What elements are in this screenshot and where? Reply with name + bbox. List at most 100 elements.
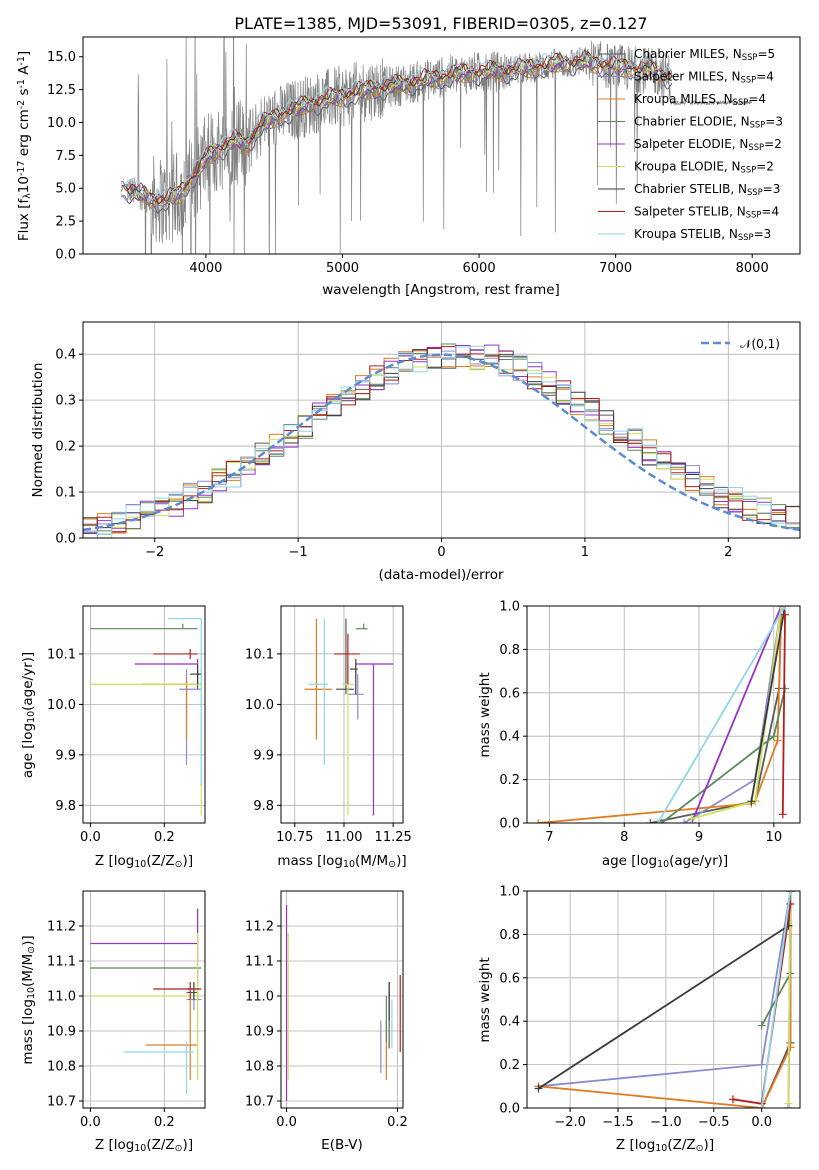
label-fragment: )] — [396, 853, 407, 869]
model-spectrum — [120, 58, 673, 206]
mass-ebv-ytick-label: 11.2 — [245, 920, 274, 935]
label-fragment: 10 — [343, 859, 355, 870]
label-fragment: SSP — [748, 142, 764, 152]
label-fragment: =4 — [756, 70, 774, 84]
mass-ebv-xtick-label: 0.2 — [387, 1115, 408, 1130]
legend-label: Chabrier MILES, NSSP=5 — [634, 47, 775, 62]
weight-age-frame — [526, 605, 801, 824]
label-fragment: )] — [183, 853, 194, 869]
mass-weight-marker — [769, 732, 778, 741]
weight-age-ytick-label: 1.0 — [499, 600, 520, 615]
label-fragment: λ — [22, 193, 33, 199]
mass-ebv-panel: 0.0 0.2 10.7 10.8 10.9 11.0 11.1 11.2 — [245, 890, 408, 1130]
age-z-xtick-label: 0.0 — [80, 830, 101, 845]
age-z-ytick-label: 10.0 — [47, 698, 76, 713]
weight-z-ytick-label: 0.8 — [499, 928, 520, 943]
residuals-ytick-label: 0.0 — [55, 532, 76, 547]
mass-weight-marker — [777, 606, 786, 610]
label-fragment: 10 — [26, 711, 37, 723]
label-fragment: )] — [704, 1137, 715, 1153]
model-spectrum — [120, 59, 673, 212]
residuals-xtick-label: −2 — [145, 545, 164, 560]
residuals-ytick-label: 0.2 — [55, 440, 76, 455]
label-fragment: Salpeter STELIB, N — [634, 205, 746, 219]
spectrum-xlabel: wavelength [Angstrom, rest frame] — [322, 282, 560, 298]
mass-z-xtick-label: 0.0 — [80, 1115, 101, 1130]
age-mass-xtick-label: 11.25 — [375, 830, 412, 845]
label-fragment: erg cm — [16, 109, 32, 160]
age-mass-content — [304, 618, 394, 816]
spectrum-ytick-label: 15.0 — [47, 50, 76, 65]
age-mass-xlabel: mass [log10(M/M⊙)] — [277, 853, 406, 870]
weight-age-panel: 7 8 9 10 0.0 0.2 0.4 0.6 0.8 1.0 — [499, 600, 801, 845]
legend-label: Kroupa STELIB, NSSP=3 — [634, 227, 771, 242]
legend-label: Chabrier ELODIE, NSSP=3 — [634, 115, 783, 130]
weight-age-ytick-label: 0.6 — [499, 686, 520, 701]
mass-weight-marker — [781, 606, 790, 610]
weight-age-xtick-label: 9 — [695, 830, 703, 845]
label-fragment: Z [log — [616, 1137, 655, 1153]
age-mass-xtick-label: 11.00 — [325, 830, 362, 845]
mass-weight-marker — [778, 810, 787, 819]
weight-z-xtick-label: 0.0 — [751, 1115, 772, 1130]
mass-weight-line — [781, 614, 786, 815]
label-fragment: ] — [16, 51, 32, 56]
label-fragment: )] — [20, 935, 36, 946]
residuals-xtick-label: −1 — [289, 545, 308, 560]
spectrum-ytick-label: 12.5 — [47, 83, 76, 98]
mass-weight-marker — [781, 610, 790, 619]
weight-z-ytick-label: 0.2 — [499, 1058, 520, 1073]
mass-ebv-ytick-label: 10.8 — [245, 1060, 274, 1075]
spectrum-ytick-label: 7.5 — [55, 149, 76, 164]
spectrum-ytick-label: 5.0 — [55, 182, 76, 197]
mass-z-ylabel: mass [log10(M/M⊙)] — [20, 935, 37, 1064]
mass-weight-line — [787, 891, 792, 1104]
age-mass-ytick-label: 10.0 — [245, 698, 274, 713]
weight-age-xlabel: age [log10(age/yr)] — [602, 853, 728, 870]
weight-z-ytick-label: 0.4 — [499, 1015, 520, 1030]
age-mass-ytick-label: 9.8 — [253, 799, 274, 814]
label-fragment: Kroupa STELIB, N — [634, 227, 738, 241]
residuals-frame — [82, 321, 801, 539]
label-fragment: SSP — [747, 187, 763, 197]
label-fragment: -17 — [16, 161, 27, 176]
label-fragment: ⊙ — [388, 859, 396, 870]
age-mass-ytick-label: 10.1 — [245, 647, 274, 662]
label-fragment: SSP — [746, 209, 762, 219]
age-z-ytick-label: 10.1 — [47, 647, 76, 662]
label-fragment: SSP — [738, 232, 754, 242]
mass-weight-line — [760, 891, 792, 1108]
label-fragment: 10 — [134, 859, 146, 870]
residuals-ytick-label: 0.1 — [55, 486, 76, 501]
spectrum-xtick-label: 8000 — [736, 261, 769, 276]
weight-age-ytick-label: 0.8 — [499, 643, 520, 658]
age-z-xtick-label: 0.2 — [154, 830, 175, 845]
residuals-legend: 𝒩(0,1) — [701, 337, 780, 351]
spectrum-ytick-label: 2.5 — [55, 215, 76, 230]
label-fragment: =3 — [763, 182, 781, 196]
label-fragment: Chabrier ELODIE, N — [634, 115, 750, 129]
label-fragment: SSP — [741, 164, 757, 174]
label-fragment: SSP — [742, 52, 758, 62]
residuals-xtick-label: 1 — [581, 545, 589, 560]
weight-age-ytick-label: 0.4 — [499, 730, 520, 745]
label-fragment: Kroupa MILES, N — [634, 92, 733, 106]
residuals-panel: −2 −1 0 1 2 0.0 0.1 0.2 0.3 0.4 𝒩(0,1) — [55, 321, 801, 560]
mass-z-ytick-label: 11.2 — [47, 920, 76, 935]
legend-label: Salpeter ELODIE, NSSP=2 — [634, 137, 782, 152]
label-fragment: SSP — [750, 119, 766, 129]
label-fragment: age [log — [602, 853, 657, 869]
age-mass-ytick-label: 9.9 — [253, 748, 274, 763]
label-fragment: (age/yr)] — [20, 652, 36, 711]
spectrum-panel: 4000 5000 6000 7000 8000 0.0 2.5 5.0 7.5 10.0 12.5… — [47, 36, 801, 276]
mass-z-xlabel: Z [log10(Z/Z⊙)] — [95, 1137, 193, 1154]
mass-weight-marker — [534, 1084, 543, 1093]
residuals-content — [83, 343, 800, 538]
weight-z-xtick-label: −0.5 — [698, 1115, 730, 1130]
label-fragment: =5 — [757, 47, 775, 61]
age-mass-frame — [280, 605, 404, 824]
legend-label: Kroupa MILES, NSSP=4 — [634, 92, 766, 107]
mass-weight-line — [657, 606, 786, 823]
